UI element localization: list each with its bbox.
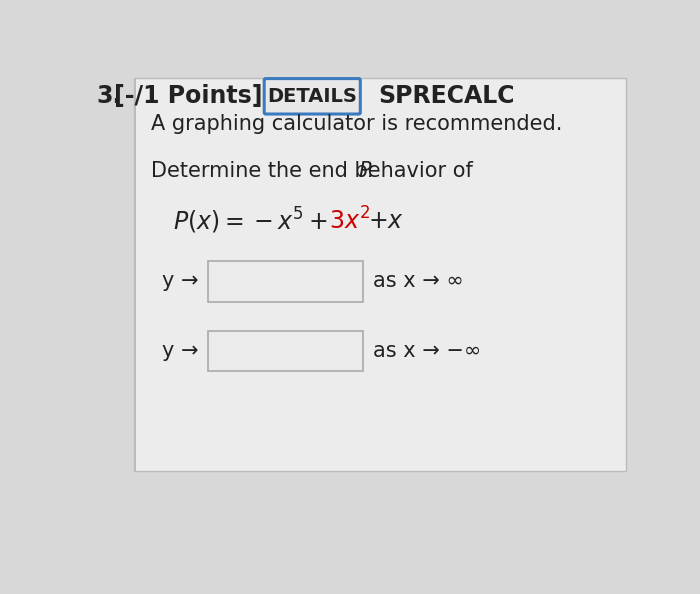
Text: $3x^2$: $3x^2$: [329, 207, 370, 234]
Text: as x → ∞: as x → ∞: [374, 271, 464, 292]
Text: Determine the end behavior of: Determine the end behavior of: [151, 160, 480, 181]
FancyBboxPatch shape: [264, 78, 360, 114]
Text: DETAILS: DETAILS: [267, 87, 357, 106]
Text: $+ x$: $+ x$: [368, 208, 404, 233]
Text: A graphing calculator is recommended.: A graphing calculator is recommended.: [151, 115, 562, 134]
Text: $P(x) = -x^5 + $: $P(x) = -x^5 + $: [173, 206, 328, 236]
Text: as x → −∞: as x → −∞: [374, 341, 482, 361]
Bar: [134, 78, 626, 471]
Text: SPRECALC: SPRECALC: [378, 84, 514, 108]
Bar: [208, 261, 363, 302]
Text: P.: P.: [358, 160, 375, 181]
Text: 3.: 3.: [97, 84, 122, 108]
Bar: [208, 331, 363, 371]
Text: y →: y →: [162, 271, 198, 292]
Bar: [134, 78, 136, 471]
Text: [-/1 Points]: [-/1 Points]: [114, 84, 262, 108]
Text: y →: y →: [162, 341, 198, 361]
